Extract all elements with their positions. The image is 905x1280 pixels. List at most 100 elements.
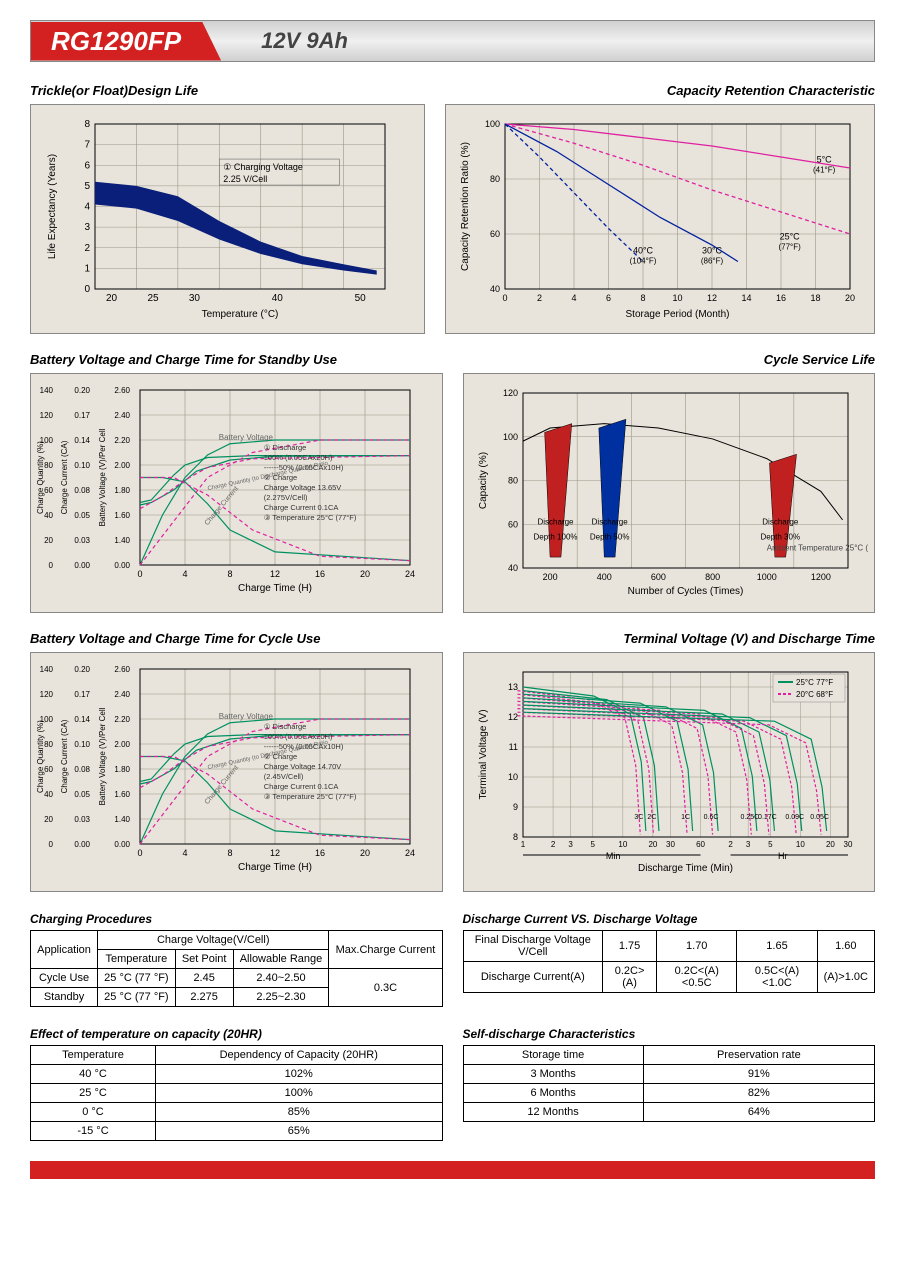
svg-text:Charge Current 0.1CA: Charge Current 0.1CA <box>264 782 339 791</box>
svg-text:80: 80 <box>44 461 53 470</box>
svg-text:80: 80 <box>490 174 500 184</box>
svg-text:40: 40 <box>507 563 517 573</box>
svg-text:30: 30 <box>666 840 675 849</box>
svg-text:20: 20 <box>106 293 118 304</box>
svg-text:(41°F): (41°F) <box>813 166 836 175</box>
svg-text:9: 9 <box>512 802 517 812</box>
svg-text:0.05: 0.05 <box>74 511 90 520</box>
svg-text:Terminal Voltage (V): Terminal Voltage (V) <box>478 709 489 799</box>
svg-text:0.10: 0.10 <box>74 740 90 749</box>
svg-text:Capacity Retention Ratio (%): Capacity Retention Ratio (%) <box>460 142 471 271</box>
svg-text:12: 12 <box>270 848 280 858</box>
table2: Final Discharge Voltage V/Cell1.751.701.… <box>463 930 876 993</box>
svg-text:Battery Voltage: Battery Voltage <box>219 712 274 721</box>
svg-text:40°C: 40°C <box>633 245 654 255</box>
svg-text:5: 5 <box>590 840 595 849</box>
svg-text:7: 7 <box>84 140 90 151</box>
svg-text:0.17: 0.17 <box>74 690 90 699</box>
svg-text:20°C 68°F: 20°C 68°F <box>796 690 833 699</box>
svg-text:Life Expectancy (Years): Life Expectancy (Years) <box>47 154 58 259</box>
svg-text:120: 120 <box>40 690 54 699</box>
table2-title: Discharge Current VS. Discharge Voltage <box>463 912 876 926</box>
svg-text:(86°F): (86°F) <box>701 256 724 265</box>
svg-text:1.80: 1.80 <box>114 765 130 774</box>
svg-text:16: 16 <box>315 569 325 579</box>
svg-text:Min: Min <box>605 851 620 861</box>
svg-text:0: 0 <box>137 848 142 858</box>
svg-text:80: 80 <box>507 476 517 486</box>
svg-text:Charge Quantity (%): Charge Quantity (%) <box>36 441 45 514</box>
svg-text:6: 6 <box>606 293 611 303</box>
svg-text:100: 100 <box>485 119 500 129</box>
svg-text:Battery Voltage: Battery Voltage <box>219 433 274 442</box>
svg-text:8: 8 <box>640 293 645 303</box>
svg-text:② Charge: ② Charge <box>264 473 297 482</box>
svg-text:16: 16 <box>776 293 786 303</box>
svg-text:1: 1 <box>84 263 90 274</box>
svg-text:1.60: 1.60 <box>114 511 130 520</box>
svg-text:1.40: 1.40 <box>114 815 130 824</box>
chart2-title: Capacity Retention Characteristic <box>445 83 875 98</box>
svg-text:3C: 3C <box>634 814 643 821</box>
svg-text:3: 3 <box>84 222 90 233</box>
svg-text:100% (0.05CAx20H): 100% (0.05CAx20H) <box>264 453 333 462</box>
svg-text:40: 40 <box>272 293 284 304</box>
svg-text:2: 2 <box>728 840 733 849</box>
svg-text:11: 11 <box>508 742 517 752</box>
svg-text:25°C: 25°C <box>780 232 801 242</box>
svg-text:1.40: 1.40 <box>114 536 130 545</box>
svg-text:60: 60 <box>507 519 517 529</box>
svg-text:② Charge: ② Charge <box>264 752 297 761</box>
svg-text:20: 20 <box>360 848 370 858</box>
svg-text:2.00: 2.00 <box>114 740 130 749</box>
svg-text:0.03: 0.03 <box>74 536 90 545</box>
table1-title: Charging Procedures <box>30 912 443 926</box>
svg-text:0.00: 0.00 <box>74 561 90 570</box>
svg-text:0.10: 0.10 <box>74 461 90 470</box>
svg-text:2.20: 2.20 <box>114 436 130 445</box>
svg-text:1.60: 1.60 <box>114 790 130 799</box>
svg-text:24: 24 <box>405 569 415 579</box>
svg-text:③ Temperature 25°C (77°F): ③ Temperature 25°C (77°F) <box>264 792 357 801</box>
svg-text:Charge Current (CA): Charge Current (CA) <box>60 719 69 793</box>
svg-text:20: 20 <box>44 815 53 824</box>
svg-text:Temperature (°C): Temperature (°C) <box>202 309 279 320</box>
table3-title: Effect of temperature on capacity (20HR) <box>30 1027 443 1041</box>
svg-text:6: 6 <box>84 160 90 171</box>
svg-text:Discharge: Discharge <box>762 517 799 526</box>
svg-text:60: 60 <box>490 229 500 239</box>
svg-text:8: 8 <box>227 848 232 858</box>
svg-text:(2.275V/Cell): (2.275V/Cell) <box>264 493 308 502</box>
chart5: 0204060801001201400.000.030.050.080.100.… <box>30 652 443 892</box>
svg-text:Discharge Time (Min): Discharge Time (Min) <box>637 863 732 874</box>
svg-text:0.14: 0.14 <box>74 436 90 445</box>
svg-text:① Discharge: ① Discharge <box>264 443 307 452</box>
svg-text:------50% (0.05CAx10H): ------50% (0.05CAx10H) <box>264 742 344 751</box>
svg-text:12: 12 <box>507 712 517 722</box>
header-bar: RG1290FP 12V 9Ah <box>30 20 875 62</box>
svg-text:Number of Cycles (Times): Number of Cycles (Times) <box>627 586 743 597</box>
svg-text:Discharge: Discharge <box>537 517 574 526</box>
chart1: 0123456782025304050Life Expectancy (Year… <box>30 104 425 334</box>
svg-text:50: 50 <box>355 293 367 304</box>
svg-text:8: 8 <box>512 832 517 842</box>
svg-text:2: 2 <box>84 243 90 254</box>
svg-text:Capacity (%): Capacity (%) <box>478 452 489 509</box>
svg-text:0.14: 0.14 <box>74 715 90 724</box>
svg-text:8: 8 <box>227 569 232 579</box>
svg-text:2.00: 2.00 <box>114 461 130 470</box>
svg-text:0: 0 <box>137 569 142 579</box>
svg-text:2.25 V/Cell: 2.25 V/Cell <box>223 174 267 184</box>
chart1-title: Trickle(or Float)Design Life <box>30 83 425 98</box>
svg-text:5: 5 <box>768 840 773 849</box>
svg-text:30°C: 30°C <box>702 245 723 255</box>
svg-text:(2.45V/Cell): (2.45V/Cell) <box>264 772 304 781</box>
svg-text:60: 60 <box>44 486 53 495</box>
svg-text:2.60: 2.60 <box>114 665 130 674</box>
chart2: 406080100024681012141618205°C(41°F)25°C(… <box>445 104 875 334</box>
svg-text:25°C 77°F: 25°C 77°F <box>796 678 833 687</box>
chart5-title: Battery Voltage and Charge Time for Cycl… <box>30 631 443 646</box>
svg-text:400: 400 <box>596 572 611 582</box>
svg-text:10: 10 <box>795 840 804 849</box>
svg-text:18: 18 <box>810 293 820 303</box>
